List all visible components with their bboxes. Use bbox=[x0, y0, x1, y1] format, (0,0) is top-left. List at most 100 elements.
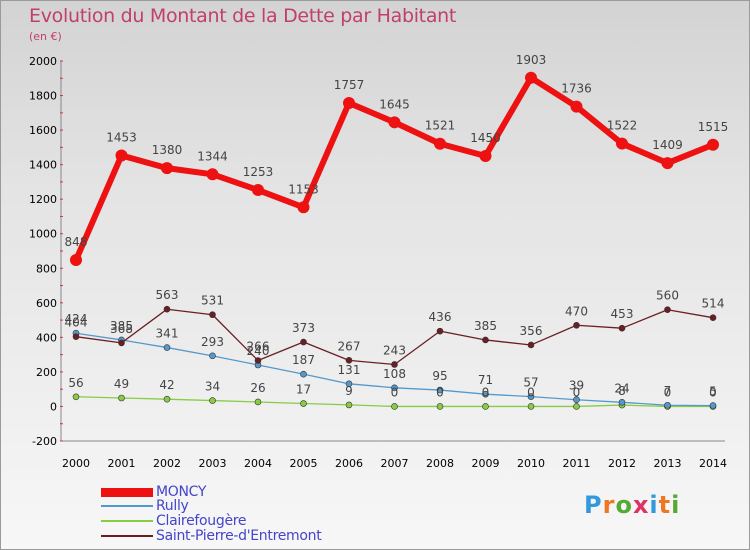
data-label-rully: 293 bbox=[201, 335, 224, 349]
data-point-saint-pierre bbox=[254, 357, 262, 364]
x-tick-label: 2012 bbox=[608, 457, 636, 470]
legend-item-rully: Rully bbox=[101, 498, 351, 515]
data-label-saint-pierre: 243 bbox=[383, 343, 406, 357]
data-point-moncy bbox=[297, 201, 310, 214]
chart-title: Evolution du Montant de la Dette par Hab… bbox=[29, 5, 457, 27]
data-label-clairefougere: 8 bbox=[618, 384, 626, 398]
data-label-clairefougere: 49 bbox=[114, 377, 129, 391]
data-label-clairefougere: 56 bbox=[68, 376, 83, 390]
data-point-moncy bbox=[115, 149, 128, 162]
data-label-moncy: 1453 bbox=[106, 130, 137, 144]
proxiti-logo: Proxiti bbox=[584, 491, 680, 519]
data-point-rully bbox=[300, 370, 307, 378]
data-label-moncy: 1153 bbox=[288, 182, 319, 196]
logo-letter: P bbox=[584, 491, 603, 519]
data-label-saint-pierre: 514 bbox=[702, 297, 725, 311]
logo-letter: i bbox=[671, 491, 681, 519]
legend-swatch-saint-pierre bbox=[101, 535, 153, 537]
data-point-rully bbox=[345, 380, 353, 388]
data-label-rully: 385 bbox=[110, 319, 133, 333]
data-point-moncy bbox=[616, 137, 628, 150]
data-point-moncy bbox=[70, 253, 82, 266]
logo-letter: t bbox=[658, 491, 672, 519]
data-label-clairefougere: 0 bbox=[573, 385, 581, 399]
legend-swatch-rully bbox=[101, 505, 153, 507]
data-point-saint-pierre bbox=[482, 336, 489, 344]
data-point-moncy bbox=[252, 184, 264, 197]
legend-swatch-moncy bbox=[101, 488, 153, 497]
x-tick-label: 2009 bbox=[472, 457, 500, 470]
data-label-clairefougere: 0 bbox=[436, 385, 444, 399]
data-point-saint-pierre bbox=[527, 341, 535, 349]
data-point-saint-pierre bbox=[209, 311, 216, 319]
data-label-moncy: 1253 bbox=[243, 165, 274, 179]
legend-item-clairefougere: Clairefougère bbox=[101, 513, 351, 530]
data-label-rully: 108 bbox=[383, 367, 406, 381]
x-tick-label: 2003 bbox=[199, 457, 227, 470]
data-point-rully bbox=[527, 393, 535, 400]
data-point-clairefougere bbox=[482, 403, 489, 410]
data-label-moncy: 1380 bbox=[152, 143, 183, 157]
logo-letter: o bbox=[615, 491, 633, 519]
data-point-moncy bbox=[707, 138, 719, 151]
legend-label-rully: Rully bbox=[156, 498, 189, 514]
data-point-rully bbox=[573, 396, 580, 404]
logo-letter: r bbox=[602, 491, 616, 519]
data-label-saint-pierre: 453 bbox=[611, 307, 634, 321]
y-tick-label: 200 bbox=[36, 366, 57, 379]
data-point-moncy bbox=[525, 71, 537, 84]
data-point-rully bbox=[482, 390, 489, 398]
legend-item-saint-pierre: Saint-Pierre-d'Entremont bbox=[101, 528, 351, 545]
data-label-clairefougere: 0 bbox=[482, 385, 490, 399]
y-tick-label: -200 bbox=[32, 435, 57, 448]
data-point-saint-pierre bbox=[72, 333, 80, 340]
y-tick-label: 1200 bbox=[29, 193, 57, 206]
x-tick-label: 2001 bbox=[108, 457, 136, 470]
data-label-saint-pierre: 560 bbox=[656, 289, 679, 303]
data-point-moncy bbox=[661, 157, 674, 170]
logo-letter: x bbox=[632, 491, 650, 519]
data-point-moncy bbox=[479, 150, 492, 162]
data-label-clairefougere: 17 bbox=[296, 383, 311, 397]
data-point-rully bbox=[618, 399, 626, 406]
data-point-clairefougere bbox=[345, 401, 353, 409]
data-label-clairefougere: 0 bbox=[391, 385, 399, 399]
data-point-moncy bbox=[434, 137, 446, 150]
x-tick-label: 2011 bbox=[563, 457, 591, 470]
data-label-rully: 341 bbox=[156, 327, 179, 341]
data-label-rully: 57 bbox=[523, 376, 538, 390]
data-label-rully: 131 bbox=[338, 363, 361, 377]
logo-letter: i bbox=[649, 491, 659, 519]
data-point-clairefougere bbox=[209, 397, 216, 404]
data-point-clairefougere bbox=[72, 393, 80, 401]
data-label-rully: 5 bbox=[709, 385, 717, 399]
data-point-saint-pierre bbox=[709, 314, 717, 321]
data-label-rully: 24 bbox=[614, 381, 629, 395]
legend-item-moncy: MONCY bbox=[101, 484, 351, 501]
data-point-saint-pierre bbox=[436, 327, 444, 335]
data-label-moncy: 1522 bbox=[607, 119, 638, 133]
x-tick-label: 2006 bbox=[335, 457, 363, 470]
data-label-moncy: 848 bbox=[65, 235, 88, 249]
data-label-saint-pierre: 385 bbox=[474, 319, 497, 333]
y-tick-label: 0 bbox=[50, 400, 57, 413]
data-point-clairefougere bbox=[527, 403, 535, 410]
data-label-moncy: 1344 bbox=[197, 149, 228, 163]
data-label-clairefougere: 34 bbox=[205, 380, 220, 394]
data-point-rully bbox=[709, 402, 717, 409]
data-label-rully: 95 bbox=[432, 369, 447, 383]
data-label-rully: 424 bbox=[65, 312, 88, 326]
y-tick-label: 1400 bbox=[29, 159, 57, 172]
data-label-moncy: 1645 bbox=[379, 97, 410, 111]
data-point-clairefougere bbox=[118, 394, 125, 402]
y-tick-label: 1800 bbox=[29, 90, 57, 103]
legend-swatch-clairefougere bbox=[101, 520, 153, 522]
data-point-saint-pierre bbox=[345, 357, 353, 364]
x-tick-label: 2014 bbox=[699, 457, 727, 470]
x-tick-label: 2008 bbox=[426, 457, 454, 470]
data-label-moncy: 1409 bbox=[652, 138, 683, 152]
unit-label: (en €) bbox=[29, 30, 62, 43]
data-label-rully: 7 bbox=[664, 384, 672, 398]
